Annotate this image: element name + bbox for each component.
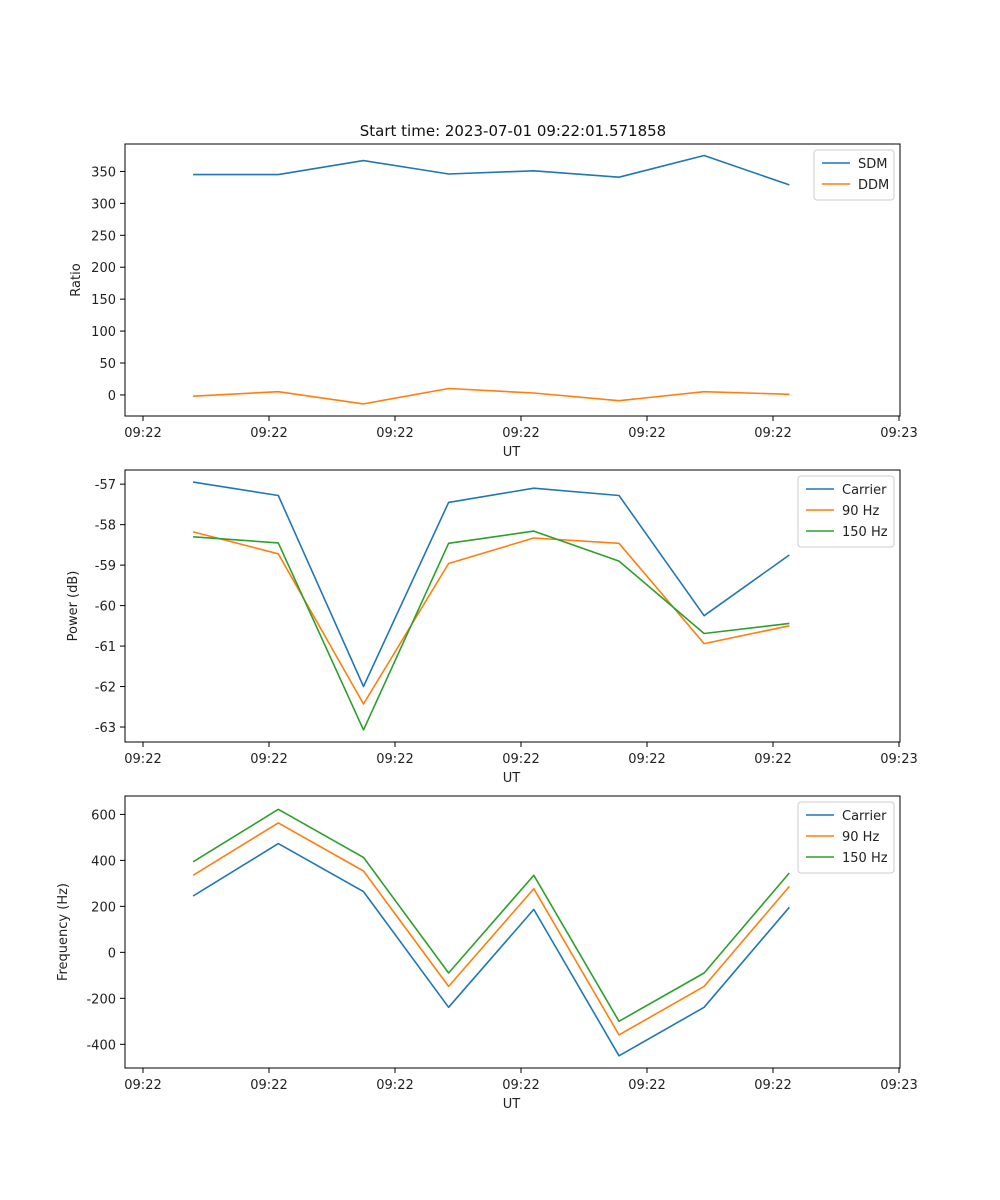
y-tick-label: 600	[91, 808, 116, 823]
series-line-ddm	[193, 387, 790, 405]
x-tick-label: 09:23	[880, 752, 917, 767]
y-tick-label: -59	[95, 559, 116, 574]
x-tick-label: 09:23	[880, 1078, 917, 1093]
legend-label: 90 Hz	[842, 504, 879, 519]
y-tick-label: -63	[95, 721, 116, 736]
legend-label: Carrier	[842, 483, 887, 498]
y-axis-label: Power (dB)	[66, 571, 81, 642]
legend-box	[797, 801, 895, 874]
x-tick-label: 09:22	[250, 1078, 287, 1093]
legend-label: 150 Hz	[842, 851, 888, 866]
x-tick-label: 09:22	[250, 752, 287, 767]
y-tick-label: 300	[91, 197, 116, 212]
axes-frame	[124, 469, 901, 743]
series-line-150-hz	[192, 808, 790, 1023]
legend-label: Carrier	[842, 809, 887, 824]
y-tick-label: 400	[91, 854, 116, 869]
x-axis-label: UT	[503, 771, 521, 786]
x-tick-label: 09:22	[376, 752, 413, 767]
x-tick-label: 09:22	[502, 1078, 539, 1093]
y-tick-label: 0	[108, 946, 116, 961]
y-tick-label: 200	[91, 900, 116, 915]
y-axis-label: Ratio	[69, 263, 84, 296]
y-tick-label: 250	[91, 229, 116, 244]
y-tick-label: -60	[95, 600, 116, 615]
legend: SDM DDM	[813, 149, 895, 201]
legend: Carrier 90 Hz 150 Hz	[797, 475, 895, 548]
y-tick-label: -200	[86, 992, 116, 1007]
y-tick-label: 100	[91, 325, 116, 340]
legend-label: 150 Hz	[842, 525, 888, 540]
x-axis-label: UT	[503, 445, 521, 460]
frequency-panel: 09:22 09:22 09:22 09:22 09:22 09:22 09:23 -400 -…	[56, 795, 918, 1112]
x-tick-label: 09:22	[124, 752, 161, 767]
y-tick-label: -62	[95, 681, 116, 696]
x-tick-label: 09:22	[502, 426, 539, 441]
x-tick-label: 09:22	[124, 426, 161, 441]
x-tick-label: 09:22	[628, 1078, 665, 1093]
series-line-90-hz	[192, 822, 790, 1036]
y-tick-label: 350	[91, 165, 116, 180]
x-tick-label: 09:22	[628, 752, 665, 767]
legend-label: SDM	[858, 157, 887, 172]
x-tick-label: 09:22	[754, 426, 791, 441]
x-tick-label: 09:22	[754, 1078, 791, 1093]
power-panel: 09:22 09:22 09:22 09:22 09:22 09:22 09:23 -63 -6…	[66, 469, 918, 786]
y-tick-label: 200	[91, 261, 116, 276]
legend: Carrier 90 Hz 150 Hz	[797, 801, 895, 874]
axes-frame	[124, 143, 901, 417]
x-tick-label: 09:22	[376, 1078, 413, 1093]
legend-label: DDM	[858, 178, 889, 193]
x-tick-label: 09:22	[376, 426, 413, 441]
x-tick-label: 09:22	[250, 426, 287, 441]
axes-frame	[124, 795, 901, 1069]
x-tick-label: 09:23	[880, 426, 917, 441]
y-tick-label: -57	[95, 478, 116, 493]
series-line-90-hz	[192, 531, 790, 705]
series-line-carrier	[192, 481, 790, 688]
y-tick-label: -58	[95, 519, 116, 534]
x-tick-label: 09:22	[628, 426, 665, 441]
x-tick-label: 09:22	[502, 752, 539, 767]
figure-title: Start time: 2023-07-01 09:22:01.571858	[360, 122, 666, 140]
y-tick-label: 0	[108, 389, 116, 404]
legend-label: 90 Hz	[842, 830, 879, 845]
series-line-sdm	[193, 154, 790, 186]
ratio-panel: 09:22 09:22 09:22 09:22 09:22 09:22 09:23 0 50 10…	[69, 143, 918, 460]
x-tick-label: 09:22	[754, 752, 791, 767]
y-tick-label: -61	[95, 640, 116, 655]
y-tick-label: -400	[86, 1038, 116, 1053]
y-axis-label: Frequency (Hz)	[56, 883, 71, 981]
series-line-carrier	[192, 842, 790, 1057]
series-line-150-hz	[193, 530, 790, 731]
x-tick-label: 09:22	[124, 1078, 161, 1093]
x-axis-label: UT	[503, 1097, 521, 1112]
legend-box	[797, 475, 895, 548]
y-tick-label: 50	[99, 357, 116, 372]
y-tick-label: 150	[91, 293, 116, 308]
